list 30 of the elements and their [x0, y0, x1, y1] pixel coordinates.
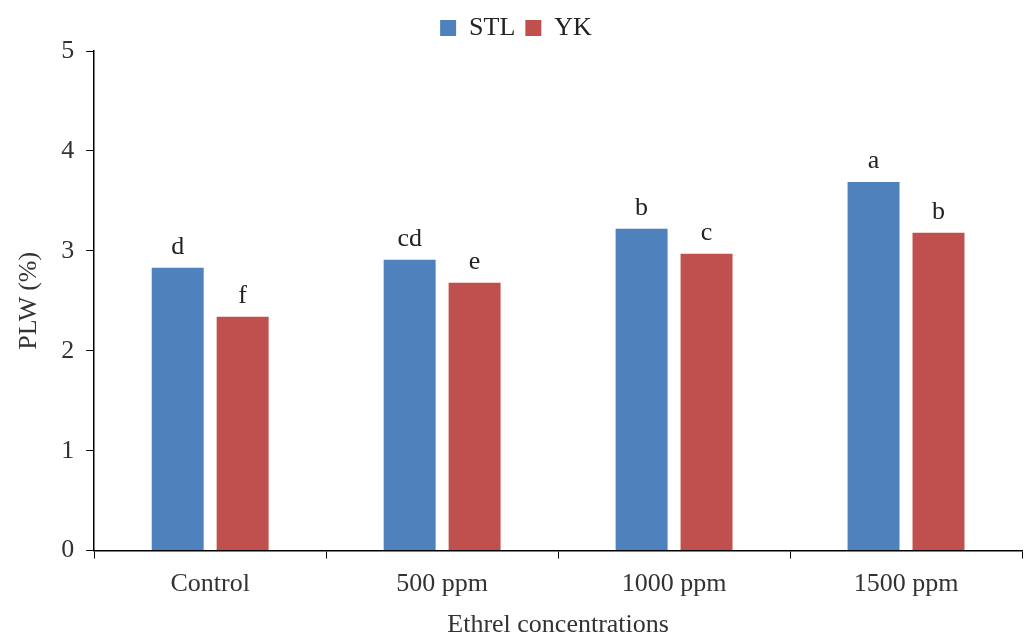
- data-label: b: [932, 195, 945, 225]
- y-tick-label: 1: [61, 434, 75, 464]
- y-tick-label: 4: [61, 134, 75, 164]
- legend-label: YK: [554, 11, 593, 41]
- x-tick-label: 1500 ppm: [853, 568, 959, 598]
- x-tick-label: Control: [170, 568, 250, 598]
- y-tick-label: 2: [61, 334, 75, 364]
- data-label: b: [635, 191, 649, 221]
- x-axis-title: Ethrel concentrations: [447, 609, 669, 639]
- bar: [912, 232, 965, 551]
- y-tick-label: 0: [61, 534, 75, 564]
- y-tick-label: 3: [61, 234, 75, 264]
- bar: [615, 228, 668, 551]
- data-label: cd: [397, 222, 422, 252]
- y-tick-label: 5: [61, 34, 75, 64]
- legend-label: STL: [469, 11, 516, 41]
- data-label: f: [238, 279, 248, 309]
- x-tick-label: 500 ppm: [396, 568, 488, 598]
- bar: [847, 181, 900, 551]
- y-axis-title: PLW (%): [13, 251, 43, 350]
- data-label: d: [171, 230, 185, 260]
- bar: [680, 253, 733, 551]
- bar: [151, 267, 204, 551]
- bar: [448, 282, 501, 551]
- bar: [216, 316, 269, 551]
- x-tick-label: 1000 ppm: [621, 568, 727, 598]
- data-label: c: [700, 216, 713, 246]
- data-label: e: [468, 245, 481, 275]
- bar: [383, 259, 436, 551]
- data-label: a: [867, 144, 880, 174]
